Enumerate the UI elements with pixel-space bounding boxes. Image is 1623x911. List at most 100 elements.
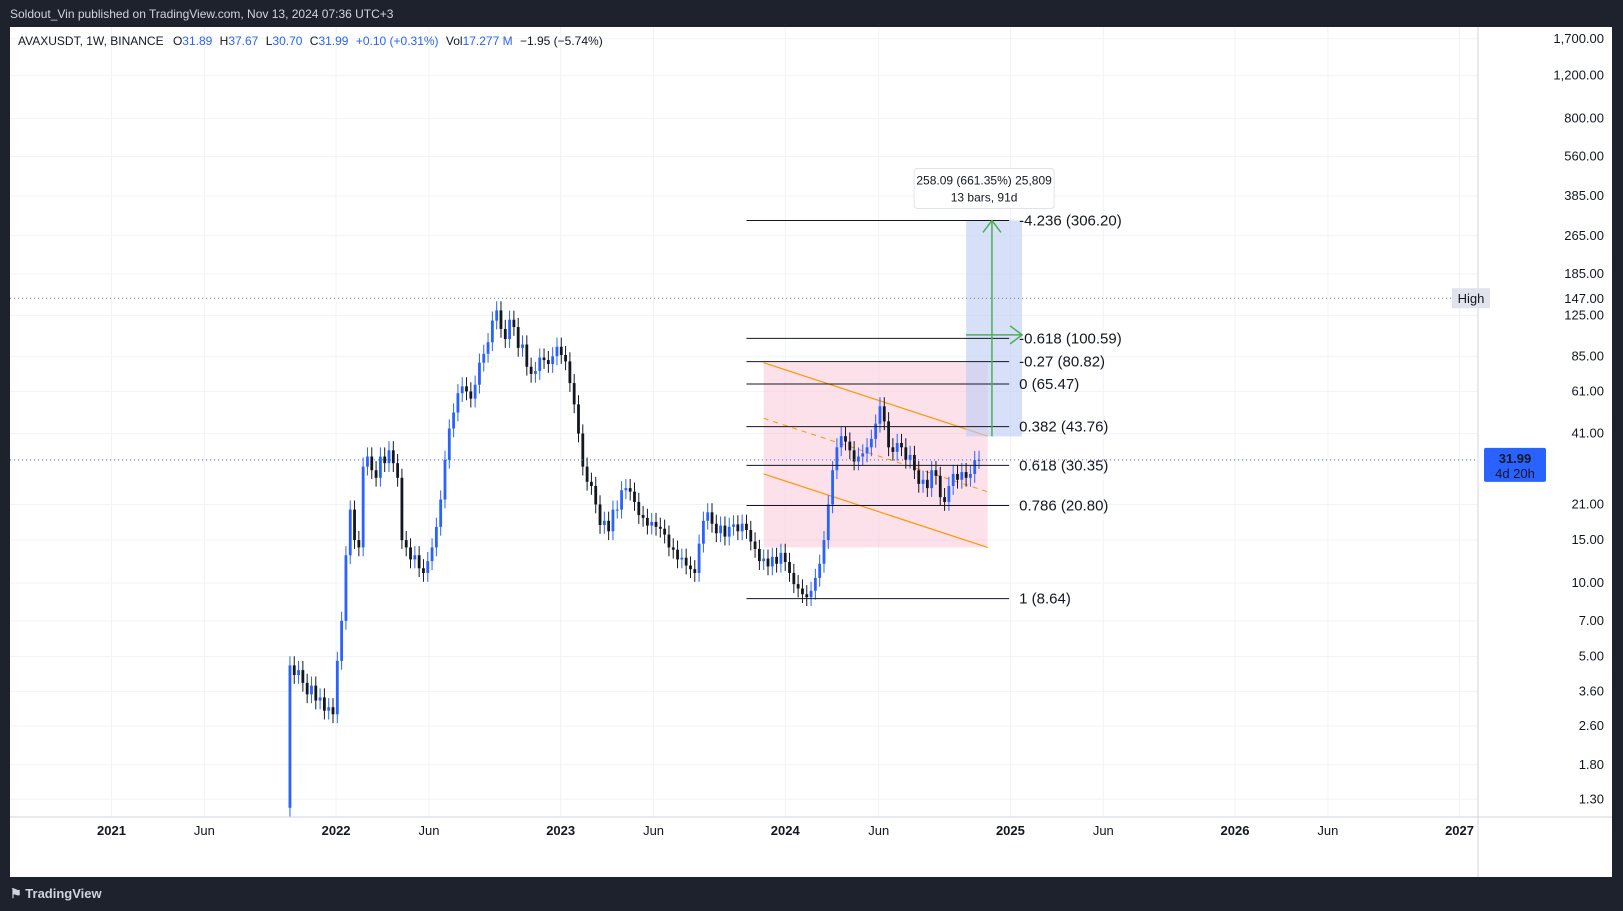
y-tick-label: 1,700.00: [1553, 31, 1604, 46]
candle-body: [689, 565, 692, 570]
projection-tooltip-bg: [913, 167, 1055, 209]
x-tick-label: 2024: [771, 823, 801, 838]
projection-arrow-head: [982, 219, 1002, 233]
candle-body: [891, 447, 895, 452]
candle-body: [572, 383, 576, 405]
x-tick-label: 2022: [322, 823, 351, 838]
candle-body: [706, 512, 710, 521]
legend-open-label: O: [172, 34, 183, 48]
x-tick-label: 2025: [996, 823, 1025, 838]
legend-low-value: 30.70: [272, 34, 303, 48]
y-tick-label: 61.00: [1571, 383, 1604, 398]
candle-body: [564, 355, 567, 362]
candle-body: [895, 442, 899, 452]
candle-body: [546, 360, 550, 365]
legend-open-value: 31.89: [182, 34, 213, 48]
candle-body: [960, 472, 964, 480]
current-price-tag: [1484, 447, 1546, 482]
candle-body: [624, 488, 628, 491]
y-tick-label: 265.00: [1564, 228, 1604, 243]
x-tick-label: Jun: [1093, 823, 1114, 838]
y-axis[interactable]: 1,700.00 1,200.00 800.00 560.00 385.00 265.00…: [1477, 27, 1604, 877]
candle-body: [335, 660, 339, 715]
y-tick-label: 1.80: [1579, 757, 1604, 772]
channel-upper-line: [763, 362, 988, 437]
candle-body: [534, 370, 537, 374]
candle-body: [340, 620, 344, 661]
candle-body: [951, 473, 955, 486]
candle-body: [753, 541, 757, 549]
legend-volume-value: 17.277 M: [462, 34, 513, 48]
fib-level-label: 0.382 (43.76): [1019, 419, 1108, 436]
candle-body: [697, 543, 701, 573]
countdown-label: 4d 20h: [1495, 466, 1535, 481]
candle-body: [590, 481, 593, 486]
drawing-overlays: 258.09 (661.35%) 25,809 13 bars, 91d: [763, 167, 1055, 548]
candle-body: [714, 523, 718, 534]
candle-body: [732, 524, 735, 527]
candle-body: [917, 470, 921, 484]
high-value-label: 147.00: [1564, 291, 1604, 306]
candle-body: [322, 697, 326, 711]
candle-body: [861, 453, 865, 457]
candle-body: [503, 328, 507, 340]
candle-body: [852, 450, 856, 462]
x-tick-label: Jun: [419, 823, 440, 838]
fib-level-label: 1 (8.64): [1019, 591, 1071, 608]
fib-levels: -4.236 (306.20) -0.618 (100.59) -0.27 (80.…: [746, 212, 1122, 608]
candle-body: [848, 441, 852, 451]
candle-body: [844, 436, 847, 442]
high-label-bg: [1452, 288, 1490, 309]
candle-body: [878, 406, 882, 424]
candle-body: [947, 485, 951, 502]
candle-body: [602, 520, 606, 525]
candle-body: [792, 572, 796, 585]
target-arrow-head: [1009, 325, 1024, 345]
candle-body: [529, 366, 533, 374]
candle-body: [723, 525, 727, 537]
candle-body: [598, 504, 602, 525]
price-chart[interactable]: 258.09 (661.35%) 25,809 13 bars, 91d -4.2…: [10, 27, 1612, 877]
projection-tooltip-line1: 258.09 (661.35%) 25,809: [916, 173, 1052, 187]
y-tick-label: 21.00: [1571, 496, 1604, 511]
candle-body: [663, 528, 667, 535]
fib-level-label: 0.618 (30.35): [1019, 457, 1108, 474]
candle-body: [366, 456, 369, 467]
candle-body: [430, 547, 434, 562]
publish-text: Soldout_Vin published on TradingView.com…: [10, 7, 394, 21]
candle-body: [348, 509, 352, 556]
x-tick-label: 2021: [97, 823, 126, 838]
candle-body: [473, 384, 477, 399]
chart-frame[interactable]: 258.09 (661.35%) 25,809 13 bars, 91d -4.2…: [10, 27, 1612, 877]
candle-body: [938, 475, 942, 498]
y-tick-label: 5.00: [1579, 649, 1604, 664]
x-axis[interactable]: 2021 Jun 2022 Jun 2023 Jun 2024 Jun 2025 Jun 2026 J…: [10, 816, 1612, 838]
candle-body: [422, 568, 425, 573]
candle-body: [801, 588, 804, 595]
candles-group: [288, 301, 981, 817]
fib-level-label: -0.27 (80.82): [1019, 354, 1105, 371]
candle-body: [973, 460, 977, 474]
candle-body: [305, 682, 309, 695]
candle-body: [693, 569, 697, 573]
candle-body: [818, 563, 822, 578]
tradingview-logo[interactable]: ⚑ TradingView: [0, 886, 102, 901]
candle-body: [353, 509, 356, 541]
candle-body: [766, 558, 770, 567]
candle-body: [512, 319, 516, 328]
candle-body: [908, 454, 912, 460]
candle-body: [620, 490, 623, 510]
candle-body: [969, 473, 972, 478]
fib-level-label: -0.618 (100.59): [1019, 330, 1122, 347]
candle-body: [301, 670, 305, 683]
y-tick-label: 185.00: [1564, 266, 1604, 281]
y-tick-label: 41.00: [1571, 426, 1604, 441]
candle-body: [882, 406, 886, 422]
candle-body: [667, 534, 671, 548]
candle-body: [775, 556, 779, 564]
candle-body: [964, 472, 968, 478]
x-tick-label: Jun: [868, 823, 889, 838]
candle-body: [370, 456, 374, 471]
x-tick-label: Jun: [1317, 823, 1338, 838]
candle-body: [374, 470, 378, 478]
